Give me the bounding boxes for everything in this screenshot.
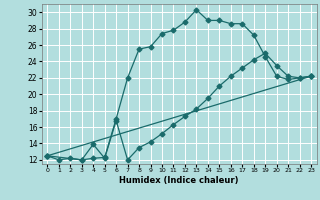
- X-axis label: Humidex (Indice chaleur): Humidex (Indice chaleur): [119, 176, 239, 185]
